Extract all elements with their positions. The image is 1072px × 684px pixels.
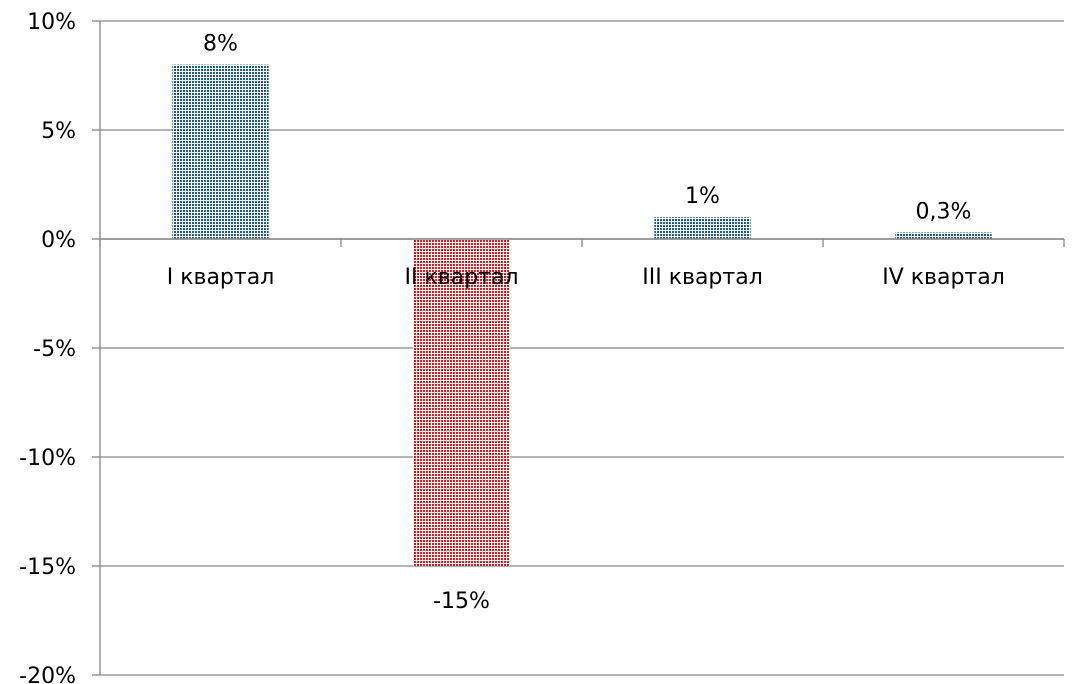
y-tick-label: -20% [19,664,76,684]
data-label: -15% [433,589,490,614]
y-tick-label: -5% [33,337,76,362]
category-label: IV квартал [882,265,1005,290]
category-label: I квартал [167,265,275,290]
y-tick-label: 0% [41,228,76,253]
y-tick-label: 5% [41,119,76,144]
data-label: 0,3% [916,199,972,224]
data-label: 1% [685,184,720,209]
y-tick-label: -10% [19,446,76,471]
bar [895,232,992,239]
labels: 10% 5% 0% -5% -10% -15% -20% 8% I квартал -15% II … [19,10,1005,684]
data-label: 8% [203,32,238,57]
bar [413,239,510,566]
category-label: III квартал [642,265,763,290]
bar [172,64,269,239]
y-tick-label: -15% [19,555,76,580]
category-label: II квартал [404,265,518,290]
y-tick-label: 10% [27,10,76,35]
bars [172,64,992,566]
axes [92,20,1065,676]
bar [654,217,751,239]
